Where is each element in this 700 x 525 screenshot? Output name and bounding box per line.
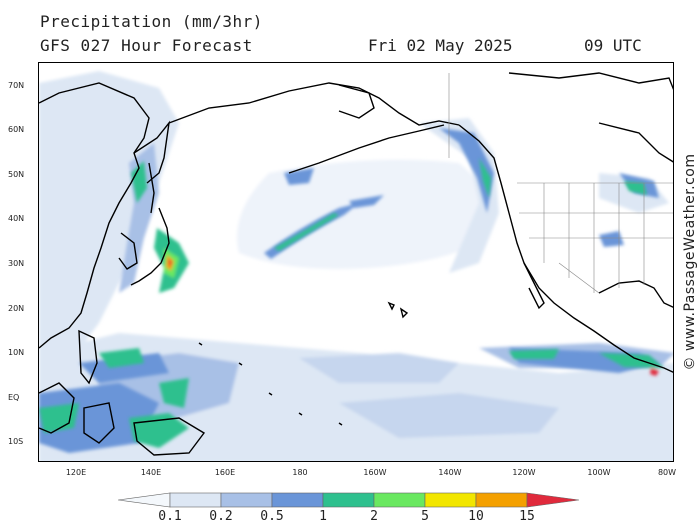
lat-label-eq: EQ xyxy=(8,393,20,402)
lat-label-70n: 70N xyxy=(8,81,25,90)
color-legend xyxy=(118,492,580,508)
legend-label: 0.5 xyxy=(260,509,284,524)
precip-heavy-cells xyxy=(39,158,664,448)
lat-label-10s: 10S xyxy=(8,437,24,446)
forecast-time: 09 UTC xyxy=(584,36,642,55)
legend-swatch xyxy=(169,492,222,508)
forecast-date: Fri 02 May 2025 xyxy=(368,36,513,55)
legend-swatch xyxy=(475,492,528,508)
map-title: Precipitation (mm/3hr) xyxy=(40,12,263,31)
legend-swatch xyxy=(373,492,426,508)
lon-label-120e: 120E xyxy=(65,468,87,477)
legend-label: 1 xyxy=(319,509,327,524)
legend-tip-max xyxy=(526,492,580,508)
legend-label: 15 xyxy=(519,509,535,524)
legend-label: 2 xyxy=(370,509,378,524)
lat-label-10n: 10N xyxy=(8,348,25,357)
lon-label-160w: 160W xyxy=(363,468,387,477)
lon-label-140w: 140W xyxy=(438,468,462,477)
legend-label: 10 xyxy=(468,509,484,524)
map-canvas xyxy=(39,71,673,461)
legend-tip-min xyxy=(118,492,171,508)
lat-label-50n: 50N xyxy=(8,170,25,179)
lon-label-160e: 160E xyxy=(214,468,236,477)
lon-label-100w: 100W xyxy=(587,468,611,477)
lat-label-40n: 40N xyxy=(8,214,25,223)
lon-label-80w: 80W xyxy=(657,468,677,477)
legend-swatch xyxy=(322,492,375,508)
legend-swatch xyxy=(424,492,477,508)
lon-label-180: 180 xyxy=(292,468,308,477)
political-borders xyxy=(448,73,673,294)
legend-swatch xyxy=(271,492,324,508)
lon-label-140e: 140E xyxy=(140,468,162,477)
coastlines xyxy=(39,72,673,456)
legend-swatch xyxy=(220,492,273,508)
lon-label-120w: 120W xyxy=(512,468,536,477)
lat-label-20n: 20N xyxy=(8,304,25,313)
forecast-subtitle: GFS 027 Hour Forecast xyxy=(40,36,253,55)
legend-label: 0.1 xyxy=(158,509,182,524)
lat-label-30n: 30N xyxy=(8,259,25,268)
legend-label: 0.2 xyxy=(209,509,233,524)
legend-label: 5 xyxy=(421,509,429,524)
site-credit: © www.PassageWeather.com xyxy=(682,153,698,371)
lat-label-60n: 60N xyxy=(8,125,25,134)
precipitation-map xyxy=(38,62,674,462)
